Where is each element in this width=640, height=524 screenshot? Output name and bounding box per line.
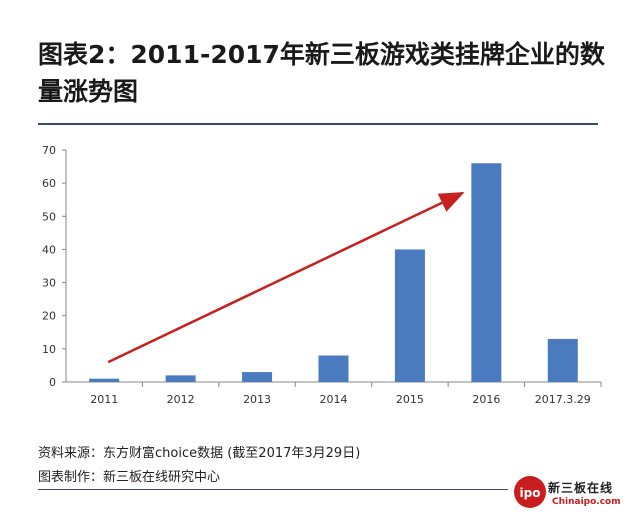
y-tick-label: 50 xyxy=(42,210,56,223)
y-tick-label: 0 xyxy=(49,376,56,389)
y-tick-label: 10 xyxy=(42,343,56,356)
bar xyxy=(242,372,273,382)
footer-divider xyxy=(38,489,508,490)
trend-arrow xyxy=(107,191,465,364)
bar xyxy=(318,355,349,382)
bar xyxy=(89,378,120,382)
x-tick-label: 2012 xyxy=(167,393,195,406)
bar xyxy=(471,163,502,382)
x-tick-label: 2014 xyxy=(320,393,348,406)
chinaipo-logo: ipo xyxy=(514,476,546,508)
x-tick-label: 2017.3.29 xyxy=(535,393,591,406)
y-tick-label: 40 xyxy=(42,243,56,256)
x-tick-label: 2011 xyxy=(90,393,118,406)
y-tick-label: 30 xyxy=(42,277,56,290)
y-tick-label: 20 xyxy=(42,310,56,323)
svg-text:ipo: ipo xyxy=(520,486,541,500)
chart-title: 图表2：2011-2017年新三板游戏类挂牌企业的数量涨势图 xyxy=(38,40,605,106)
bar xyxy=(394,249,425,382)
x-tick-label: 2016 xyxy=(472,393,500,406)
producer-note: 图表制作：新三板在线研究中心 xyxy=(38,470,221,485)
y-tick-label: 60 xyxy=(42,177,56,190)
source-note: 资料来源：东方财富choice数据 (截至2017年3月29日) xyxy=(38,446,361,461)
bar xyxy=(165,375,196,382)
y-tick-label: 70 xyxy=(42,144,56,157)
logo-text: 新三板在线 xyxy=(548,481,614,495)
bar xyxy=(547,338,578,382)
title-divider xyxy=(38,123,598,125)
x-tick-label: 2015 xyxy=(396,393,424,406)
x-tick-label: 2013 xyxy=(243,393,271,406)
logo-subtext: Chinaipo.com xyxy=(552,497,621,507)
